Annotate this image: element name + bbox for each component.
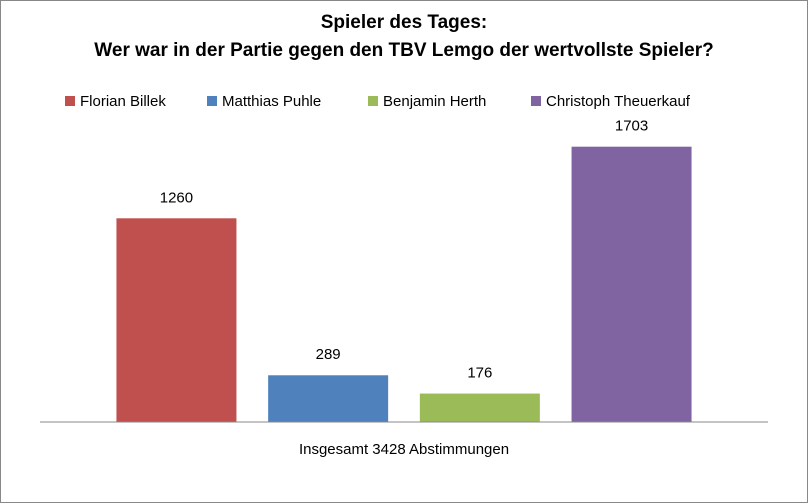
data-label: 289 xyxy=(316,346,341,363)
legend-swatch xyxy=(368,96,378,106)
bar xyxy=(116,218,237,422)
legend-label: Christoph Theuerkauf xyxy=(546,93,691,110)
data-label: 1260 xyxy=(160,189,193,206)
bar xyxy=(419,393,540,422)
chart-title: Wer war in der Partie gegen den TBV Lemg… xyxy=(94,40,713,61)
legend-swatch xyxy=(65,96,75,106)
data-label: 176 xyxy=(467,365,492,382)
legend-label: Matthias Puhle xyxy=(222,93,321,110)
legend-swatch xyxy=(531,96,541,106)
x-tick-label: Insgesamt 3428 Abstimmungen xyxy=(299,441,509,458)
legend-label: Benjamin Herth xyxy=(383,93,486,110)
bar xyxy=(268,375,389,422)
legend-label: Florian Billek xyxy=(80,93,166,110)
data-label: 1703 xyxy=(615,118,648,135)
chart-title: Spieler des Tages: xyxy=(321,12,488,33)
legend-swatch xyxy=(207,96,217,106)
bar xyxy=(571,146,692,422)
